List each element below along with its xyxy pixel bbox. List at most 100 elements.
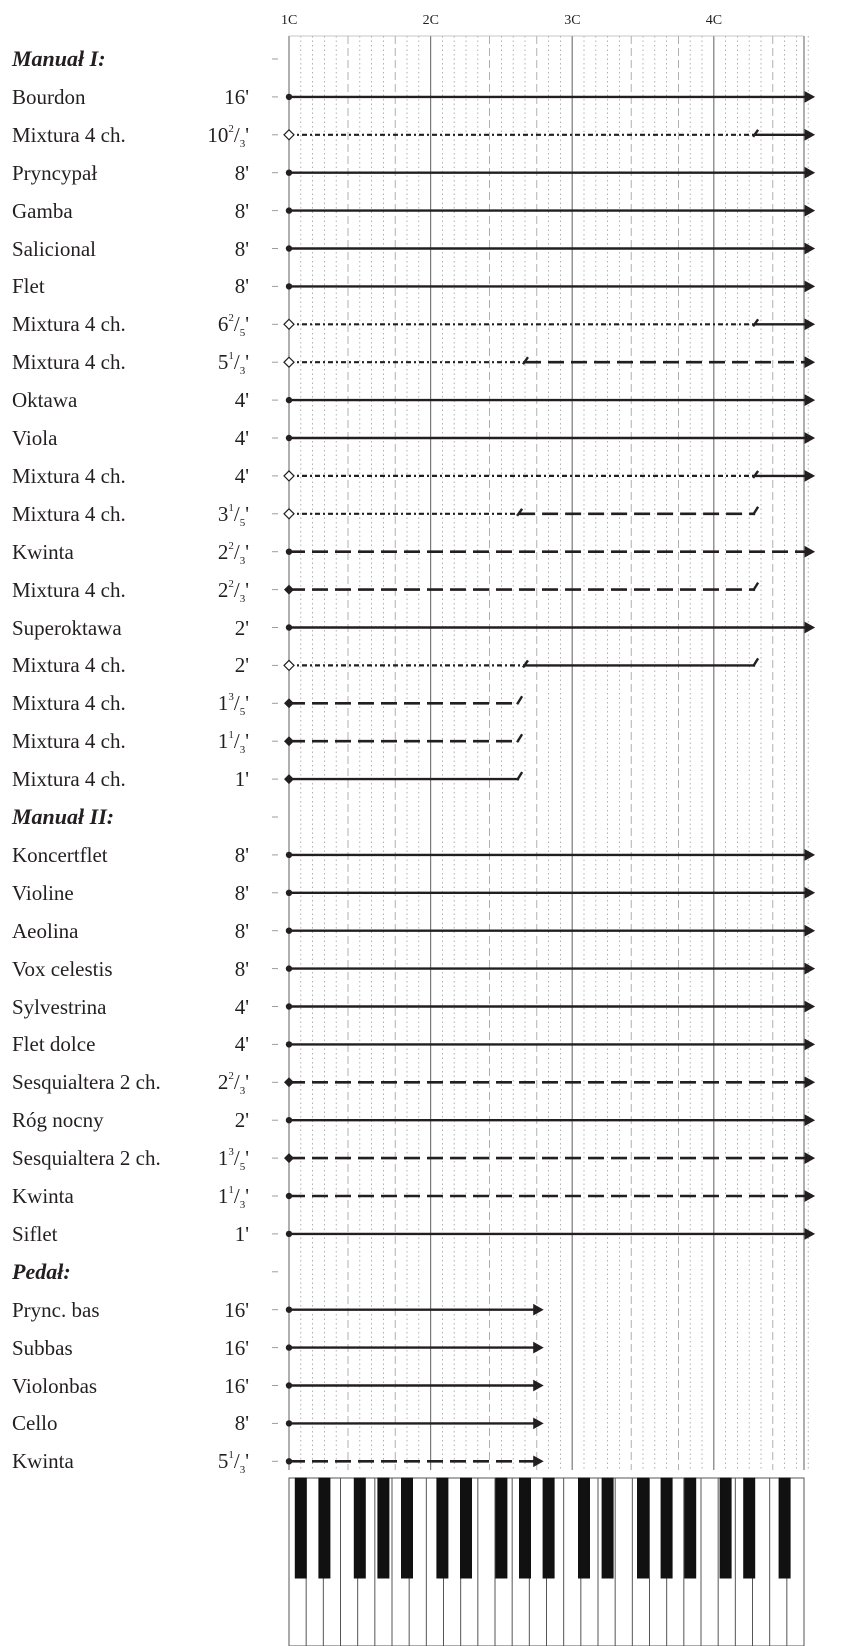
- start-dot: [285, 245, 293, 252]
- foot-mark: ': [245, 577, 249, 602]
- stop-name: Subbas: [12, 1335, 73, 1360]
- stop-row: Mixtura 4 ch. 22/3': [0, 572, 285, 608]
- foot-mark: ': [245, 1184, 249, 1208]
- stop-footage: 16': [224, 1373, 249, 1398]
- footage-denominator: 3: [239, 137, 246, 150]
- start-open-diamond: [283, 470, 295, 482]
- black-key: [778, 1477, 791, 1579]
- arrow-head: [804, 128, 816, 141]
- stop-name: Aeolina: [12, 918, 79, 943]
- footage-denominator: 5: [239, 706, 246, 719]
- fraction-slash: /: [233, 1146, 240, 1171]
- stop-footage: 51/3': [218, 1443, 249, 1479]
- stop-row: Gamba 8': [0, 193, 285, 229]
- fraction-slash: /: [233, 577, 240, 602]
- black-key: [519, 1477, 531, 1579]
- footage-whole: 10: [207, 122, 229, 147]
- section-title: Manuał II:: [12, 804, 115, 829]
- stop-footage: 4': [234, 994, 249, 1019]
- footage-whole: 1: [217, 1184, 229, 1208]
- change-mark: [752, 318, 760, 327]
- stop-row: Prync. bas 16': [0, 1292, 285, 1328]
- stop-row: Mixtura 4 ch. 1': [0, 761, 285, 797]
- stop-row: Koncertflet 8': [0, 837, 285, 873]
- start-diamond: [284, 774, 294, 785]
- stop-footage: 16': [224, 84, 249, 109]
- start-dot: [285, 1306, 293, 1313]
- stop-name: Siflet: [12, 1221, 58, 1246]
- change-mark: [752, 470, 760, 479]
- black-key: [637, 1477, 649, 1579]
- stop-name: Flet: [12, 274, 45, 299]
- stop-name: Sylvestrina: [12, 994, 107, 1019]
- footage-whole: 5: [217, 1449, 229, 1474]
- section-header: Manuał I:: [0, 41, 285, 77]
- stop-row: Aeolina 8': [0, 913, 285, 949]
- section-header: Manuał II:: [0, 799, 285, 835]
- stop-footage: 16': [224, 1297, 249, 1322]
- stop-name: Oktawa: [12, 388, 78, 413]
- change-mark: [516, 508, 524, 517]
- fraction-slash: /: [233, 539, 240, 564]
- black-key: [495, 1477, 508, 1579]
- arrow-head: [533, 1303, 544, 1316]
- arrow-head: [533, 1455, 544, 1468]
- stop-footage: 8': [234, 842, 249, 867]
- start-diamond: [284, 1077, 294, 1088]
- stop-footage: 22/3': [218, 534, 249, 570]
- arrow-head: [533, 1379, 544, 1392]
- fraction-slash: /: [233, 691, 240, 716]
- stop-footage: 2': [234, 653, 249, 678]
- footage-numerator: 1: [228, 501, 234, 514]
- stop-name: Superoktawa: [12, 615, 122, 640]
- start-diamond: [284, 584, 294, 595]
- arrow-head: [804, 1038, 816, 1051]
- stop-row: Sesquialtera 2 ch. 22/3': [0, 1064, 285, 1100]
- stop-name: Róg nocny: [12, 1108, 104, 1133]
- stop-footage: 8': [234, 274, 249, 299]
- arrow-head: [804, 204, 816, 217]
- stop-row: Sesquialtera 2 ch. 13/5': [0, 1140, 285, 1176]
- start-dot: [285, 1192, 293, 1200]
- stop-footage: 16': [224, 1335, 249, 1360]
- black-key: [660, 1477, 673, 1579]
- grid: [288, 35, 809, 1470]
- foot-mark: ': [245, 539, 249, 564]
- stop-footage: 8': [234, 160, 249, 185]
- stop-footage: 13/5': [218, 1140, 249, 1176]
- stop-name: Bourdon: [12, 84, 86, 109]
- foot-mark: ': [245, 501, 249, 526]
- arrow-head: [804, 1228, 816, 1240]
- footage-denominator: 5: [239, 327, 246, 340]
- stop-row: Mixtura 4 ch. 4': [0, 458, 285, 494]
- arrow-head: [804, 356, 816, 369]
- fraction-slash: /: [233, 501, 240, 526]
- stop-row: Viola 4': [0, 420, 285, 456]
- stop-name: Gamba: [12, 198, 73, 223]
- foot-mark: ': [245, 1449, 249, 1474]
- foot-mark: ': [245, 122, 249, 147]
- footage-numerator: 1: [228, 1449, 234, 1462]
- start-dot: [285, 927, 293, 934]
- octave-label: 4C: [706, 13, 722, 28]
- stop-footage: 4': [234, 463, 249, 488]
- stop-name: Mixtura 4 ch.: [12, 729, 126, 754]
- start-dot: [285, 1041, 293, 1048]
- stop-row: Bourdon 16': [0, 79, 285, 115]
- stop-name: Kwinta: [12, 539, 74, 564]
- foot-mark: ': [245, 312, 249, 337]
- arrow-head: [804, 166, 816, 179]
- footage-numerator: 1: [228, 1184, 234, 1196]
- footage-whole: 2: [217, 1070, 229, 1095]
- stop-name: Kwinta: [12, 1184, 74, 1208]
- stop-row: Oktawa 4': [0, 382, 285, 418]
- arrow-head: [804, 1190, 816, 1202]
- stop-name: Kwinta: [12, 1449, 74, 1474]
- black-key: [353, 1477, 366, 1579]
- start-dot: [285, 1344, 293, 1351]
- start-dot: [285, 1117, 293, 1124]
- start-diamond: [284, 736, 294, 747]
- arrow-head: [804, 394, 816, 406]
- arrow-head: [804, 1152, 816, 1164]
